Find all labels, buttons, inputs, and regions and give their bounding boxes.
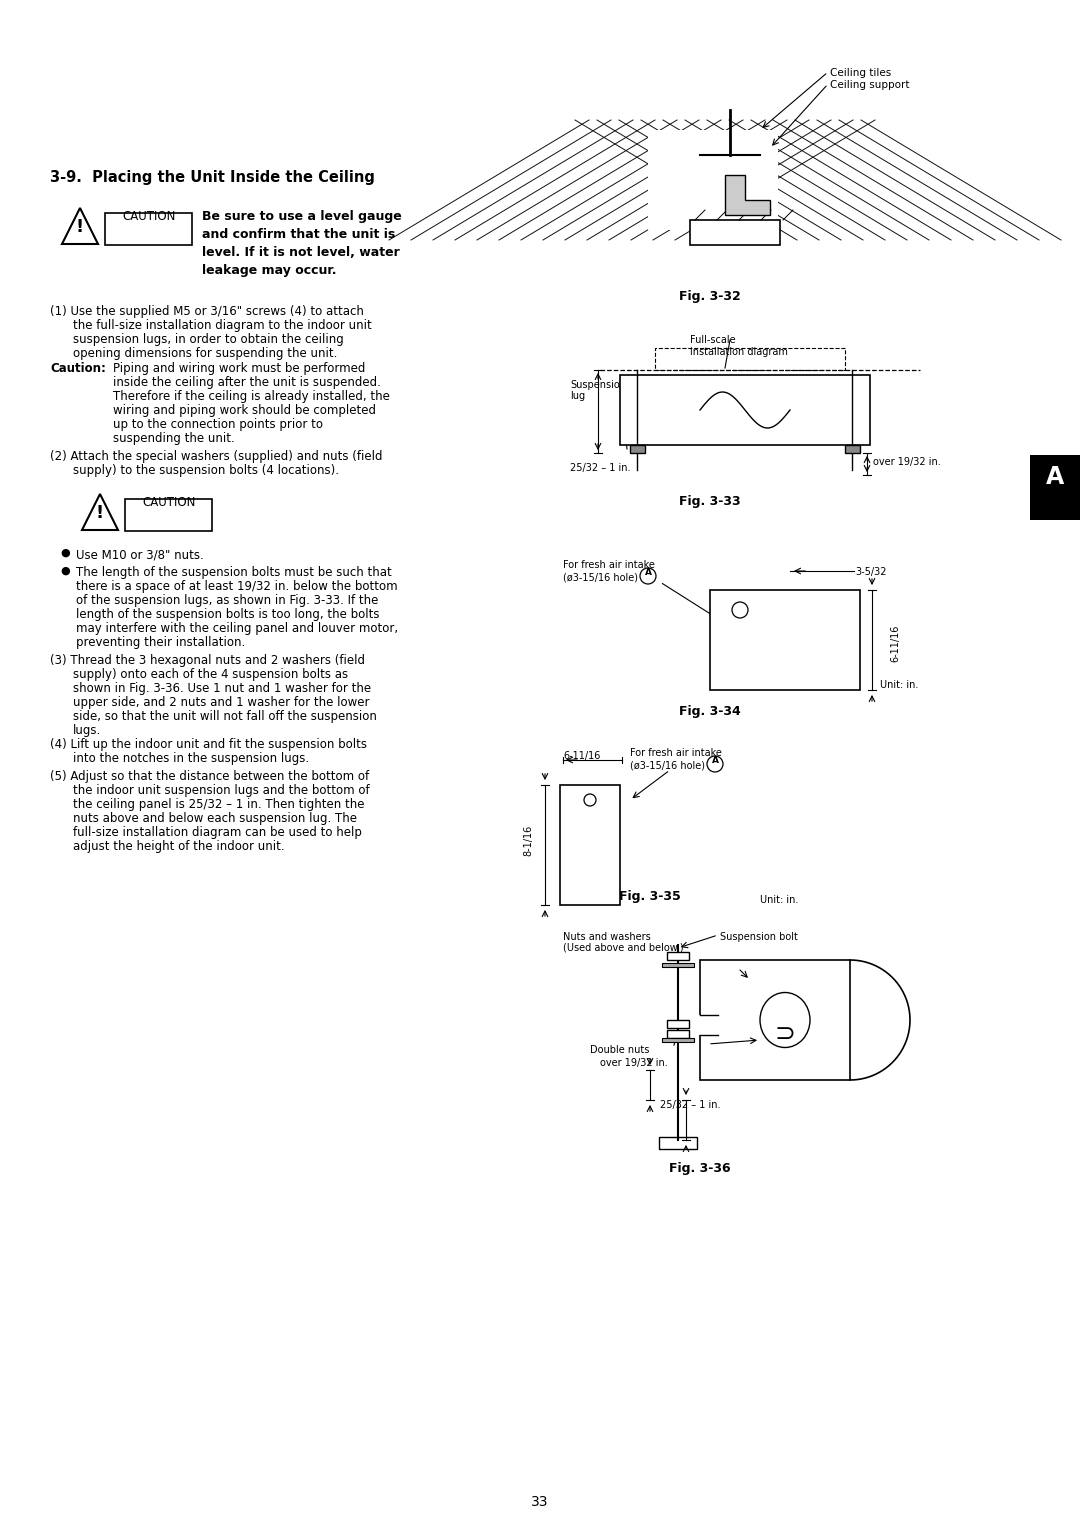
Bar xyxy=(667,1030,689,1038)
Text: For fresh air intake: For fresh air intake xyxy=(630,749,721,758)
Text: (5) Adjust so that the distance between the bottom of: (5) Adjust so that the distance between … xyxy=(50,770,369,782)
Text: Therefore if the ceiling is already installed, the: Therefore if the ceiling is already inst… xyxy=(113,390,390,403)
Text: (ø3-15/16 hole): (ø3-15/16 hole) xyxy=(630,759,705,770)
Bar xyxy=(662,963,694,967)
Text: A: A xyxy=(712,756,718,766)
Text: 25/32 – 1 in.: 25/32 – 1 in. xyxy=(570,463,631,474)
Text: shown in Fig. 3-36. Use 1 nut and 1 washer for the: shown in Fig. 3-36. Use 1 nut and 1 wash… xyxy=(73,681,372,695)
Text: Suspension: Suspension xyxy=(570,380,626,390)
Text: Nuts and washers: Nuts and washers xyxy=(563,932,651,941)
Text: Suspension bolt: Suspension bolt xyxy=(720,932,798,941)
Text: the indoor unit suspension lugs and the bottom of: the indoor unit suspension lugs and the … xyxy=(73,784,369,798)
Text: A: A xyxy=(1045,465,1064,489)
Bar xyxy=(667,1021,689,1028)
Text: Notch: Notch xyxy=(710,1041,739,1050)
Text: there is a space of at least 19/32 in. below the bottom: there is a space of at least 19/32 in. b… xyxy=(76,581,397,593)
Text: upper side, and 2 nuts and 1 washer for the lower: upper side, and 2 nuts and 1 washer for … xyxy=(73,695,369,709)
Text: (4) Lift up the indoor unit and fit the suspension bolts: (4) Lift up the indoor unit and fit the … xyxy=(50,738,367,750)
Polygon shape xyxy=(690,220,780,244)
Text: the ceiling panel is 25/32 – 1 in. Then tighten the: the ceiling panel is 25/32 – 1 in. Then … xyxy=(73,798,365,811)
Text: !: ! xyxy=(76,219,84,235)
Polygon shape xyxy=(845,445,860,452)
Bar xyxy=(561,785,620,905)
Bar xyxy=(654,348,845,370)
Text: over 19/32 in.: over 19/32 in. xyxy=(873,457,941,468)
Text: Use M10 or 3/8" nuts.: Use M10 or 3/8" nuts. xyxy=(76,549,204,561)
Text: suspending the unit.: suspending the unit. xyxy=(113,432,234,445)
Text: supply) onto each of the 4 suspension bolts as: supply) onto each of the 4 suspension bo… xyxy=(73,668,348,681)
Text: Full-scale: Full-scale xyxy=(690,335,735,345)
Bar xyxy=(700,960,850,1080)
Text: up to the connection points prior to: up to the connection points prior to xyxy=(113,419,323,431)
Text: (Used above and below.): (Used above and below.) xyxy=(563,943,684,953)
Text: into the notches in the suspension lugs.: into the notches in the suspension lugs. xyxy=(73,752,309,766)
Text: !: ! xyxy=(96,504,104,523)
Text: Fig. 3-36: Fig. 3-36 xyxy=(670,1161,731,1175)
FancyBboxPatch shape xyxy=(648,130,778,231)
Text: wiring and piping work should be completed: wiring and piping work should be complet… xyxy=(113,403,376,417)
Text: 8-1/16: 8-1/16 xyxy=(523,825,534,856)
Text: nuts above and below each suspension lug. The: nuts above and below each suspension lug… xyxy=(73,811,357,825)
Text: Ceiling tiles: Ceiling tiles xyxy=(831,69,891,78)
Text: 3-5/32: 3-5/32 xyxy=(855,567,887,578)
Text: Be sure to use a level gauge
and confirm that the unit is
level. If it is not le: Be sure to use a level gauge and confirm… xyxy=(202,209,402,277)
Text: 6-11/16: 6-11/16 xyxy=(890,625,900,662)
Text: CAUTION: CAUTION xyxy=(143,497,195,509)
Text: may interfere with the ceiling panel and louver motor,: may interfere with the ceiling panel and… xyxy=(76,622,399,636)
Bar xyxy=(1030,455,1080,520)
FancyBboxPatch shape xyxy=(105,212,192,244)
Bar xyxy=(620,374,870,445)
Bar xyxy=(710,590,860,691)
Text: installation diagram: installation diagram xyxy=(690,347,788,358)
Text: Suspension lug: Suspension lug xyxy=(740,966,814,975)
Text: (2) Attach the special washers (supplied) and nuts (field: (2) Attach the special washers (supplied… xyxy=(50,451,382,463)
Polygon shape xyxy=(725,176,770,215)
Text: Double nuts: Double nuts xyxy=(590,1045,649,1054)
Text: For fresh air intake: For fresh air intake xyxy=(563,559,654,570)
Text: length of the suspension bolts is too long, the bolts: length of the suspension bolts is too lo… xyxy=(76,608,379,620)
Text: Fig. 3-33: Fig. 3-33 xyxy=(679,495,741,507)
Text: over 19/32 in.: over 19/32 in. xyxy=(600,1057,667,1068)
Text: of the suspension lugs, as shown in Fig. 3-33. If the: of the suspension lugs, as shown in Fig.… xyxy=(76,594,378,607)
Bar xyxy=(667,952,689,960)
Text: opening dimensions for suspending the unit.: opening dimensions for suspending the un… xyxy=(73,347,337,361)
Text: (3) Thread the 3 hexagonal nuts and 2 washers (field: (3) Thread the 3 hexagonal nuts and 2 wa… xyxy=(50,654,365,668)
Bar xyxy=(662,1038,694,1042)
Text: lugs.: lugs. xyxy=(73,724,102,736)
Text: ●: ● xyxy=(60,549,70,558)
Text: adjust the height of the indoor unit.: adjust the height of the indoor unit. xyxy=(73,840,285,853)
Text: 6-11/16: 6-11/16 xyxy=(563,750,600,761)
FancyBboxPatch shape xyxy=(659,1137,697,1149)
Text: Caution:: Caution: xyxy=(50,362,106,374)
Text: 33: 33 xyxy=(531,1494,549,1510)
FancyBboxPatch shape xyxy=(125,500,212,532)
Text: ⊃: ⊃ xyxy=(774,1022,796,1047)
Text: The length of the suspension bolts must be such that: The length of the suspension bolts must … xyxy=(76,565,392,579)
Text: suspension lugs, in order to obtain the ceiling: suspension lugs, in order to obtain the … xyxy=(73,333,343,345)
Text: Unit: in.: Unit: in. xyxy=(880,680,918,691)
Text: 25/32 – 1 in.: 25/32 – 1 in. xyxy=(660,1100,720,1109)
Text: full-size installation diagram can be used to help: full-size installation diagram can be us… xyxy=(73,827,362,839)
Text: inside the ceiling after the unit is suspended.: inside the ceiling after the unit is sus… xyxy=(113,376,381,390)
Text: Piping and wiring work must be performed: Piping and wiring work must be performed xyxy=(113,362,365,374)
Bar xyxy=(698,1015,720,1034)
Text: (1) Use the supplied M5 or 3/16" screws (4) to attach: (1) Use the supplied M5 or 3/16" screws … xyxy=(50,306,364,318)
Text: Fig. 3-34: Fig. 3-34 xyxy=(679,704,741,718)
Text: Ceiling support: Ceiling support xyxy=(831,79,909,90)
Text: CAUTION: CAUTION xyxy=(122,209,176,223)
Text: Unit: in.: Unit: in. xyxy=(760,895,798,905)
Text: side, so that the unit will not fall off the suspension: side, so that the unit will not fall off… xyxy=(73,711,377,723)
Text: the full-size installation diagram to the indoor unit: the full-size installation diagram to th… xyxy=(73,319,372,332)
Text: (ø3-15/16 hole): (ø3-15/16 hole) xyxy=(563,571,638,582)
Text: lug: lug xyxy=(570,391,585,400)
Text: Fig. 3-32: Fig. 3-32 xyxy=(679,290,741,303)
Text: A: A xyxy=(645,568,651,578)
Text: Fig. 3-35: Fig. 3-35 xyxy=(619,889,680,903)
Text: 3-9.  Placing the Unit Inside the Ceiling: 3-9. Placing the Unit Inside the Ceiling xyxy=(50,170,375,185)
Text: supply) to the suspension bolts (4 locations).: supply) to the suspension bolts (4 locat… xyxy=(73,465,339,477)
Polygon shape xyxy=(630,445,645,452)
Text: preventing their installation.: preventing their installation. xyxy=(76,636,245,649)
Text: ●: ● xyxy=(60,565,70,576)
